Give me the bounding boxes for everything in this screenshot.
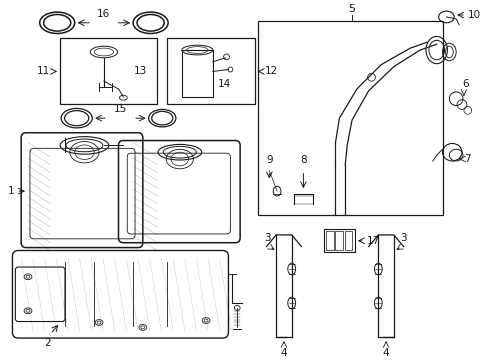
- Bar: [324, 229, 355, 252]
- Bar: [258, 21, 442, 216]
- Text: 4: 4: [281, 348, 287, 358]
- Text: 8: 8: [300, 155, 307, 165]
- Text: 10: 10: [468, 10, 481, 20]
- Text: 3: 3: [400, 233, 407, 243]
- Text: 5: 5: [348, 4, 356, 14]
- Text: 16: 16: [98, 9, 111, 19]
- Bar: [182, 50, 213, 97]
- Bar: [326, 231, 334, 251]
- Bar: [336, 231, 343, 251]
- Text: 3: 3: [264, 233, 270, 243]
- Text: 4: 4: [383, 348, 390, 358]
- Bar: [60, 39, 157, 104]
- Text: 14: 14: [218, 79, 231, 89]
- Text: 13: 13: [134, 67, 147, 76]
- Text: 1: 1: [8, 186, 14, 196]
- Text: 12: 12: [265, 67, 278, 76]
- Text: 9: 9: [266, 155, 272, 165]
- Text: 2: 2: [44, 338, 51, 348]
- Text: 15: 15: [114, 104, 127, 114]
- Text: 7: 7: [464, 154, 470, 164]
- Text: 6: 6: [463, 79, 469, 89]
- Text: 11: 11: [37, 67, 50, 76]
- Bar: [167, 39, 255, 104]
- Bar: [345, 231, 352, 251]
- Text: 17: 17: [367, 236, 380, 246]
